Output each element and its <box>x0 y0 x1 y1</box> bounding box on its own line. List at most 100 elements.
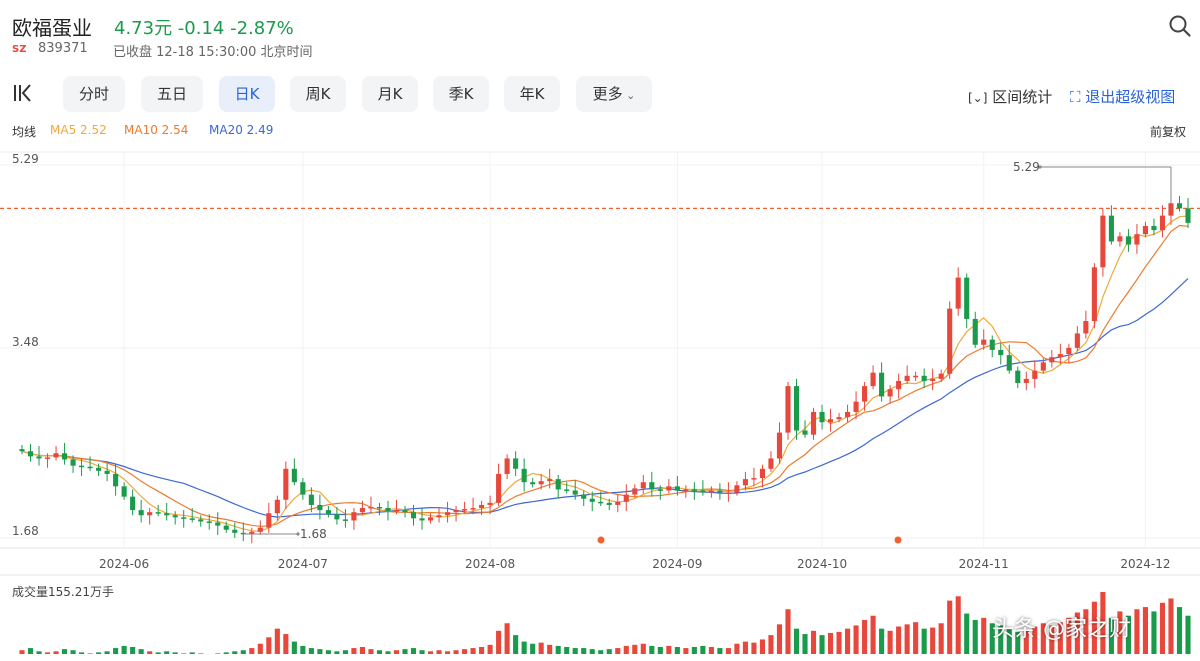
volume-bar <box>623 645 629 654</box>
tab-daily-k[interactable]: 日K <box>219 76 275 112</box>
candle <box>317 504 323 511</box>
volume-bar <box>462 649 468 654</box>
candle <box>1032 370 1038 379</box>
kline-chart[interactable]: 2024-06 2024-07 2024-08 2024-09 2024-10 2024-… <box>0 146 1200 654</box>
candle <box>410 512 417 519</box>
volume-bar <box>444 651 451 654</box>
candle <box>674 486 680 491</box>
candle <box>530 482 536 485</box>
candle <box>300 482 306 495</box>
tab-yearly-k[interactable]: 年K <box>504 76 560 112</box>
volume-bar <box>87 653 93 654</box>
event-marker-dot <box>894 536 902 544</box>
volume-bar <box>938 623 944 654</box>
x-tick-label: 2024-08 <box>465 557 515 571</box>
candle <box>632 488 638 495</box>
candle <box>802 430 808 435</box>
candle <box>547 479 553 482</box>
candle <box>1168 203 1174 216</box>
stock-code: 839371 <box>38 41 88 56</box>
candle <box>921 375 927 381</box>
tab-intraday[interactable]: 分时 <box>63 76 125 112</box>
volume-bar <box>410 648 417 654</box>
volume-bar <box>836 631 842 654</box>
candle <box>768 458 774 469</box>
candle <box>896 380 902 390</box>
volume-bar <box>734 643 740 654</box>
volume-bar <box>972 620 978 654</box>
candle <box>819 411 825 423</box>
event-marker-dot <box>597 536 605 544</box>
candle <box>1142 225 1148 235</box>
market-status: 已收盘 12-18 15:30:00 北京时间 <box>113 45 313 60</box>
volume-bar <box>947 600 953 654</box>
candle <box>27 451 34 457</box>
range-stat-button[interactable]: [⌄] 区间统计 <box>968 86 1052 107</box>
candle <box>283 468 289 500</box>
volume-bar <box>138 649 144 654</box>
volume-bar <box>904 624 910 654</box>
volume-bar <box>1091 601 1097 654</box>
candle <box>759 468 766 479</box>
tab-quarterly-k[interactable]: 季K <box>433 76 489 112</box>
candle <box>504 458 510 474</box>
volume-bar <box>649 645 655 654</box>
candle <box>1108 215 1114 242</box>
candle <box>342 519 348 521</box>
candle <box>121 486 127 497</box>
candle <box>751 478 757 480</box>
candle <box>964 277 970 319</box>
exchange-badge: SZ <box>12 44 27 55</box>
tab-more-label: 更多 <box>592 85 623 103</box>
volume-bar <box>768 635 774 654</box>
ma-label: 均线 <box>12 125 37 139</box>
volume-bar <box>300 645 306 654</box>
candle <box>581 494 587 499</box>
tab-five-day[interactable]: 五日 <box>141 76 203 112</box>
volume-bar <box>368 649 374 654</box>
volume-bar <box>113 648 119 654</box>
volume-bar <box>1023 629 1029 654</box>
tab-weekly-k[interactable]: 周K <box>290 76 346 112</box>
search-icon[interactable] <box>1168 14 1192 38</box>
volume-bar <box>640 643 646 654</box>
volume-bar <box>1049 625 1055 654</box>
volume-bar <box>36 651 42 654</box>
volume-bar <box>1083 609 1089 654</box>
volume-bar <box>27 648 34 654</box>
volume-bar <box>845 628 851 654</box>
chart-type-icon[interactable] <box>12 83 34 108</box>
candle <box>172 515 178 518</box>
volume-label: 成交量155.21万手 <box>12 585 114 599</box>
exit-super-view-button[interactable]: ⛶ 退出超级视图 <box>1070 86 1175 107</box>
volume-bar <box>742 641 748 654</box>
ma10-value: MA10 2.54 <box>124 123 189 137</box>
tab-more[interactable]: 更多 ⌄ <box>576 76 652 112</box>
candle <box>717 490 723 493</box>
volume-bar <box>674 646 680 654</box>
candle <box>96 467 102 471</box>
volume-bar <box>393 650 400 654</box>
candle <box>62 453 68 460</box>
volume-bar <box>215 653 221 654</box>
range-stat-icon: [⌄] <box>968 91 988 105</box>
volume-bar <box>606 649 612 654</box>
candle <box>393 510 400 512</box>
max-marker-label: 5.29 <box>1013 160 1040 174</box>
candle <box>36 456 42 459</box>
tab-monthly-k[interactable]: 月K <box>362 76 418 112</box>
volume-bar <box>96 652 102 654</box>
volume-bar <box>164 651 170 654</box>
volume-bar <box>436 650 442 654</box>
volume-bar <box>981 617 987 654</box>
volume-bar <box>1159 602 1166 654</box>
exit-super-view-label: 退出超级视图 <box>1085 88 1176 106</box>
price-adjust-toggle[interactable]: 前复权 <box>1150 125 1187 139</box>
candle <box>538 481 544 485</box>
volume-bar <box>402 649 408 654</box>
candle <box>1066 347 1072 355</box>
candle <box>257 527 263 532</box>
candle <box>572 490 578 495</box>
volume-bar <box>896 626 902 654</box>
candle <box>640 482 646 489</box>
